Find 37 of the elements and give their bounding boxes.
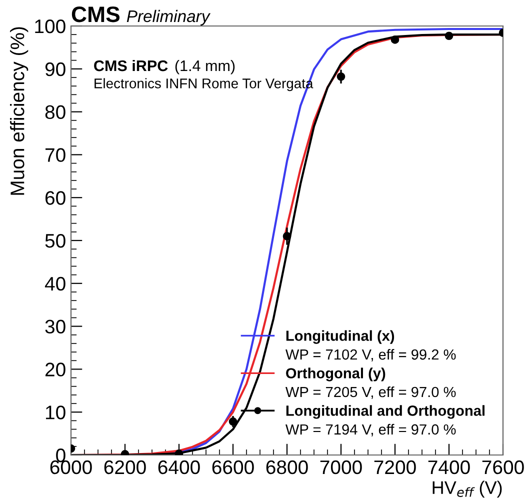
y-tick-label: 100 <box>35 19 66 34</box>
x-tick-label: 6800 <box>266 460 308 474</box>
y-tick-label: 10 <box>46 406 66 420</box>
point <box>282 232 292 240</box>
point <box>444 32 454 40</box>
legend-label: Longitudinal and Orthogonal <box>286 405 484 419</box>
point <box>228 417 238 426</box>
x-tick-label: 6200 <box>104 460 146 474</box>
annotation: WP = 7102 V, eff = 99.2 % <box>285 349 456 362</box>
y-tick-label: 90 <box>45 62 66 76</box>
y-tick-label: 30 <box>45 320 66 334</box>
x-tick-label: 6000 <box>50 460 92 474</box>
annotation: (1.4 mm) <box>175 60 235 74</box>
point <box>336 72 346 81</box>
annotation: WP = 7205 V, eff = 97.0 % <box>285 386 456 399</box>
y-tick-label: 60 <box>46 191 66 205</box>
x-tick-label: 7600 <box>482 460 524 474</box>
annotation: WP = 7194 V, eff = 97.0 % <box>285 424 456 436</box>
x-tick-label: 6400 <box>158 460 200 474</box>
chart-subtitle: Preliminary <box>126 10 211 26</box>
x-tick-label: 7000 <box>320 460 362 474</box>
legend-label: Longitudinal (x) <box>286 330 394 344</box>
y-tick-label: 40 <box>44 276 66 291</box>
y-tick-label: 80 <box>45 105 66 120</box>
chart-title: CMS <box>72 6 120 22</box>
y-tick-label: 70 <box>46 148 66 162</box>
x-tick-label: 7200 <box>374 460 416 474</box>
y-axis-title: Muon efficiency (%) <box>10 27 28 195</box>
annotation: CMS iRPC <box>94 60 168 72</box>
x-tick-label: 6600 <box>212 460 254 474</box>
x-tick-label: 7400 <box>428 460 470 474</box>
y-tick-label: 20 <box>45 362 66 376</box>
point <box>390 36 400 44</box>
x-axis-title: HV$_{eff}$ (V) <box>432 480 502 498</box>
legend-label: Orthogonal (y) <box>286 368 386 382</box>
y-tick-label: 50 <box>45 234 66 248</box>
y-tick-label: 0 <box>56 448 66 462</box>
